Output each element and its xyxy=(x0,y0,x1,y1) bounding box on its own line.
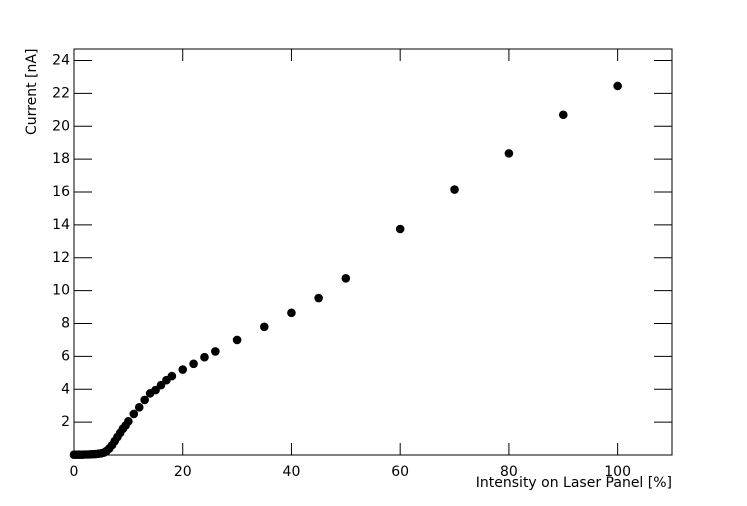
x-tick-label: 40 xyxy=(283,464,301,480)
data-point xyxy=(129,409,139,419)
y-tick-label: 6 xyxy=(61,348,70,364)
x-tick-label: 0 xyxy=(70,464,79,480)
y-tick-label: 24 xyxy=(52,53,70,69)
x-tick-label: 60 xyxy=(391,464,409,480)
data-point xyxy=(200,352,209,362)
y-tick-label: 22 xyxy=(52,85,70,101)
y-tick-label: 16 xyxy=(52,184,70,200)
data-point xyxy=(156,380,166,390)
y-axis-label: Current [nA] xyxy=(24,49,40,135)
data-point xyxy=(558,110,568,120)
data-point xyxy=(232,335,242,345)
data-point xyxy=(124,417,133,426)
data-point xyxy=(189,359,198,369)
data-point xyxy=(314,293,323,303)
y-tick-label: 14 xyxy=(52,217,70,233)
data-point xyxy=(341,273,351,283)
y-tick-label: 4 xyxy=(61,381,70,397)
y-tick-label: 20 xyxy=(52,118,70,134)
plot-frame xyxy=(73,48,673,456)
data-point xyxy=(613,81,622,91)
data-point xyxy=(259,322,269,332)
x-tick-label: 20 xyxy=(174,464,192,480)
data-point xyxy=(167,371,177,381)
y-tick-label: 10 xyxy=(52,283,70,299)
data-point xyxy=(450,185,459,194)
data-point xyxy=(140,395,149,405)
x-tick-label: 80 xyxy=(500,464,518,480)
y-tick-label: 8 xyxy=(61,316,70,332)
data-point xyxy=(287,308,296,318)
x-axis-label: Intensity on Laser Panel [%] xyxy=(476,475,672,491)
data-point xyxy=(178,365,188,374)
data-point xyxy=(395,224,405,234)
x-tick-label: 100 xyxy=(604,464,631,480)
y-tick-label: 12 xyxy=(52,250,70,266)
data-point xyxy=(504,149,514,158)
data-point xyxy=(134,403,144,412)
y-tick-label: 2 xyxy=(61,414,70,430)
y-tick-label: 18 xyxy=(52,151,70,167)
data-point xyxy=(151,385,160,395)
data-point xyxy=(211,347,220,356)
